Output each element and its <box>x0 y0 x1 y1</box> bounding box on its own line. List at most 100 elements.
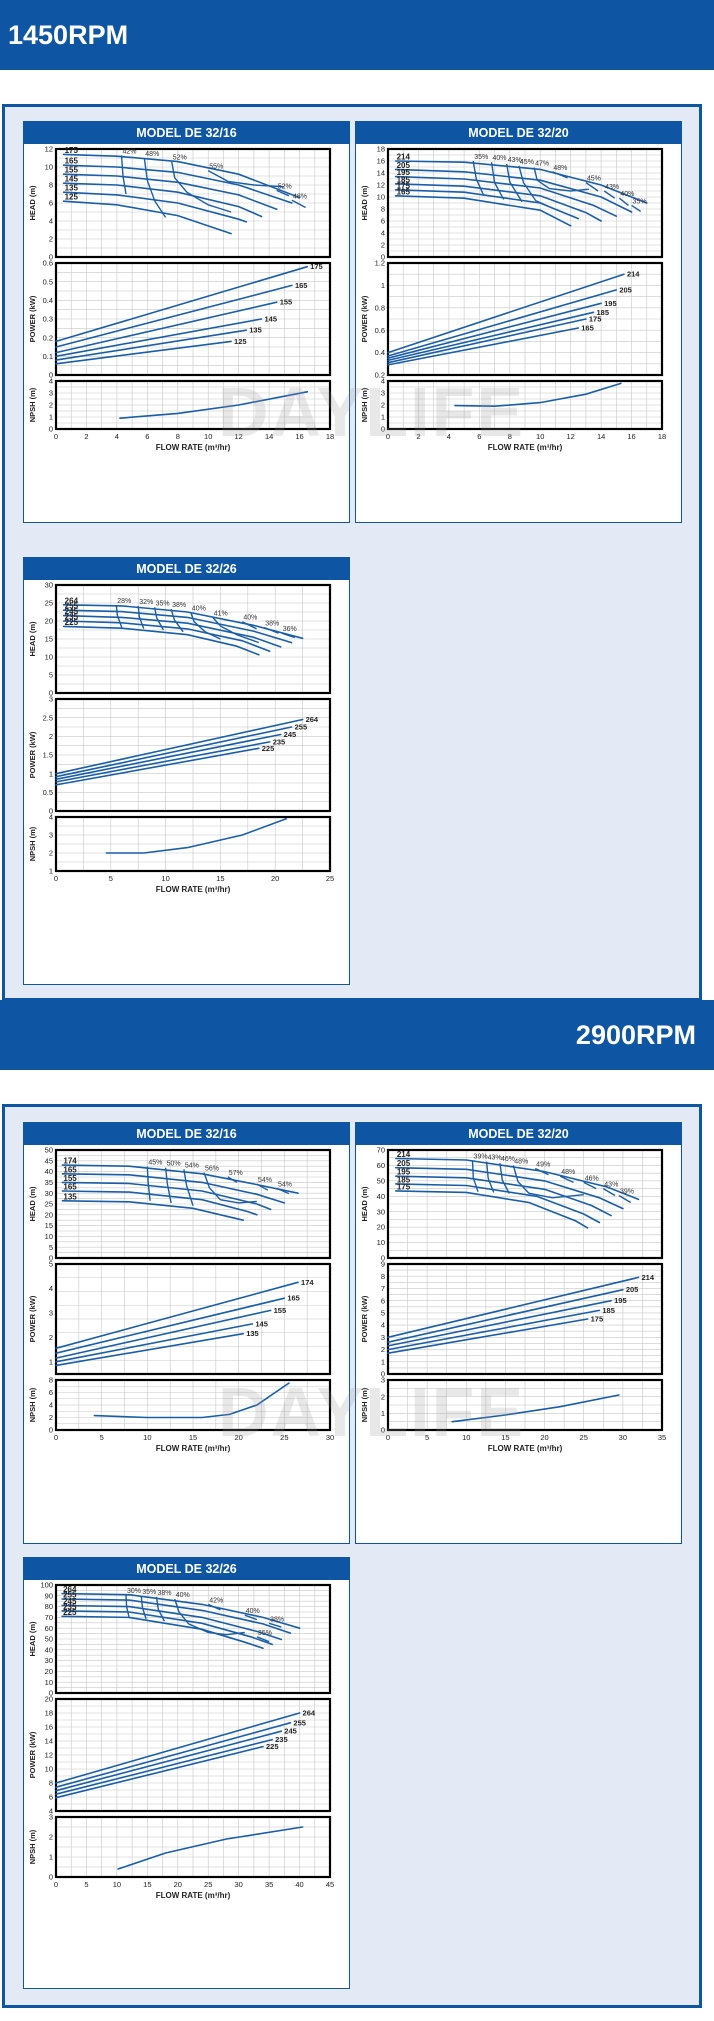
curve-line <box>55 301 278 354</box>
y-tick-label: 10 <box>45 1232 53 1241</box>
y-tick-label: 4 <box>49 1807 53 1816</box>
x-tick-label: 0 <box>386 432 390 441</box>
curve-line <box>55 1281 299 1350</box>
curve-line <box>395 1175 612 1217</box>
efficiency-line <box>583 1181 597 1190</box>
x-tick-label: 5 <box>425 1433 429 1442</box>
chart-panel: 0 1 2 3 4 NPSH (m) <box>28 377 332 434</box>
efficiency-line <box>125 1594 130 1618</box>
x-tick-label: 35 <box>658 1433 666 1442</box>
efficiency-label: 35% <box>474 154 488 161</box>
curve-line <box>55 718 304 775</box>
chart-title: MODEL DE 32/16 <box>24 1123 349 1145</box>
x-tick-label: 8 <box>508 432 512 441</box>
y-tick-label: 1.5 <box>43 751 53 760</box>
efficiency-label: 35% <box>633 198 647 205</box>
efficiency-line <box>263 626 279 634</box>
curve-line <box>387 1276 640 1339</box>
impeller-label: 165 <box>65 157 79 166</box>
efficiency-line <box>137 605 145 629</box>
y-tick-label: 40 <box>377 1192 385 1201</box>
efficiency-line <box>227 1176 238 1183</box>
impeller-label: 264 <box>63 1585 77 1594</box>
plot-frame <box>54 583 332 695</box>
y-tick-label: 8 <box>49 1779 53 1788</box>
chart-title: MODEL DE 32/26 <box>24 1558 349 1580</box>
y-tick-label: 2.5 <box>43 713 53 722</box>
efficiency-line <box>281 632 296 639</box>
impeller-label: 235 <box>275 1735 288 1744</box>
y-tick-label: 1 <box>49 413 53 422</box>
curve-line <box>55 1297 286 1354</box>
efficiency-label: 40% <box>493 155 507 162</box>
y-tick-label: 12 <box>377 181 385 190</box>
x-axis: 0 2 4 6 8 10 12 14 16 18 FLOW RATE (m³/hr) <box>386 432 666 452</box>
efficiency-label: 38% <box>172 602 186 609</box>
efficiency-line <box>291 199 306 209</box>
efficiency-line <box>212 616 260 644</box>
curve-line <box>55 265 308 343</box>
efficiency-label: 57% <box>229 1170 243 1177</box>
curve-line <box>454 382 622 408</box>
curve-line <box>395 1183 601 1224</box>
impeller-label: 245 <box>65 607 79 616</box>
curve-line <box>55 284 293 348</box>
y-tick-label: 25 <box>45 599 53 608</box>
rpm-banner: 2900RPM <box>0 1000 714 1070</box>
curve-line <box>55 340 232 365</box>
impeller-label: 205 <box>397 1159 411 1168</box>
x-tick-label: 15 <box>143 1880 151 1889</box>
y-tick-label: 0.5 <box>43 788 53 797</box>
x-tick-label: 14 <box>597 432 605 441</box>
y-axis-label: HEAD (m) <box>360 1186 369 1222</box>
y-tick-label: 2 <box>381 1392 385 1401</box>
impeller-label: 264 <box>303 1709 316 1718</box>
curve-line <box>55 1730 283 1792</box>
efficiency-line <box>164 1167 172 1204</box>
y-axis-label: NPSH (m) <box>360 387 369 422</box>
efficiency-line <box>485 1161 495 1193</box>
x-tick-label: 10 <box>462 1433 470 1442</box>
efficiency-line <box>244 1614 258 1621</box>
impeller-label: 225 <box>65 618 79 627</box>
impeller-label: 145 <box>265 315 278 324</box>
curve-line <box>62 153 301 199</box>
y-tick-label: 1 <box>49 769 53 778</box>
efficiency-label: 40% <box>620 191 634 198</box>
x-tick-label: 35 <box>265 1880 273 1889</box>
impeller-label: 255 <box>63 1591 77 1600</box>
efficiency-label: 45% <box>587 176 601 183</box>
y-tick-label: 0 <box>49 425 53 434</box>
impeller-label: 205 <box>619 285 632 294</box>
impeller-label: 245 <box>284 730 297 739</box>
rpm-banner: 1450RPM <box>0 0 714 70</box>
curve-line <box>61 1604 283 1641</box>
x-tick-label: 0 <box>54 1880 58 1889</box>
y-tick-label: 20 <box>377 1223 385 1232</box>
y-tick-label: 4 <box>49 377 53 386</box>
y-tick-label: 0.3 <box>43 315 53 324</box>
y-tick-label: 2 <box>49 1833 53 1842</box>
curve-line <box>387 1309 601 1351</box>
x-axis: 0 5 10 15 20 25 FLOW RATE (m³/hr) <box>54 874 334 894</box>
y-tick-label: 18 <box>377 145 385 154</box>
y-axis-label: NPSH (m) <box>360 1387 369 1422</box>
x-tick-label: 14 <box>265 432 273 441</box>
efficiency-line <box>207 1603 221 1611</box>
efficiency-label: 46% <box>585 1175 599 1182</box>
y-axis-label: POWER (kW) <box>28 1731 37 1778</box>
y-tick-label: 0 <box>49 253 53 262</box>
curve-line <box>62 200 232 235</box>
efficiency-label: 35% <box>258 1630 272 1637</box>
y-axis-label: POWER (kW) <box>28 295 37 342</box>
y-axis-label: POWER (kW) <box>28 1295 37 1342</box>
chart-title: MODEL DE 32/16 <box>24 122 349 144</box>
y-tick-label: 20 <box>45 1667 53 1676</box>
plot-frame <box>54 1378 332 1432</box>
efficiency-label: 40% <box>243 615 257 622</box>
